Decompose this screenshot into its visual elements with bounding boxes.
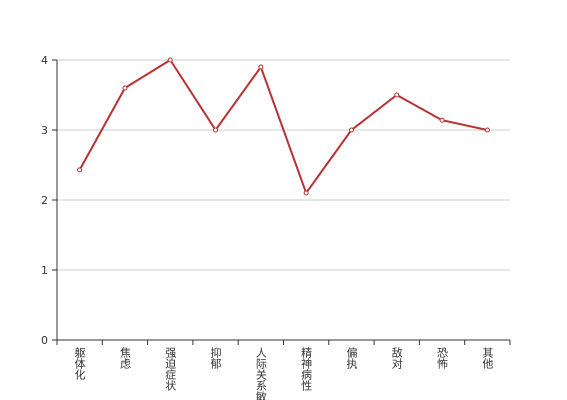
- y-tick-label: 0: [41, 334, 48, 347]
- x-tick-label: 躯体化: [73, 347, 86, 381]
- x-tick-label: 其他: [481, 347, 494, 369]
- data-point: [484, 127, 490, 133]
- y-tick-label: 2: [41, 194, 48, 207]
- data-point: [394, 92, 400, 98]
- x-tick-label: 强迫症状: [164, 347, 177, 391]
- y-tick-label: 4: [41, 54, 48, 67]
- data-point: [167, 57, 173, 63]
- data-point: [213, 127, 219, 133]
- y-tick-label: 1: [41, 264, 48, 277]
- x-tick-label: 偏执: [345, 346, 358, 370]
- data-point: [439, 117, 445, 123]
- data-point: [348, 127, 354, 133]
- x-tick-label: 精神病性: [300, 347, 313, 392]
- x-tick-label: 人际关系敏感: [254, 347, 267, 400]
- series-line: [78, 58, 488, 196]
- data-point: [303, 190, 309, 196]
- y-tick-label: 3: [41, 124, 48, 137]
- x-tick-label: 敌对: [390, 346, 403, 369]
- x-tick-label: 恐怖: [436, 347, 449, 369]
- data-point: [77, 167, 83, 173]
- x-tick-label: 焦虑: [118, 347, 131, 369]
- x-tick-label: 抑郁: [209, 346, 222, 369]
- data-point: [258, 64, 264, 70]
- data-point: [122, 85, 128, 91]
